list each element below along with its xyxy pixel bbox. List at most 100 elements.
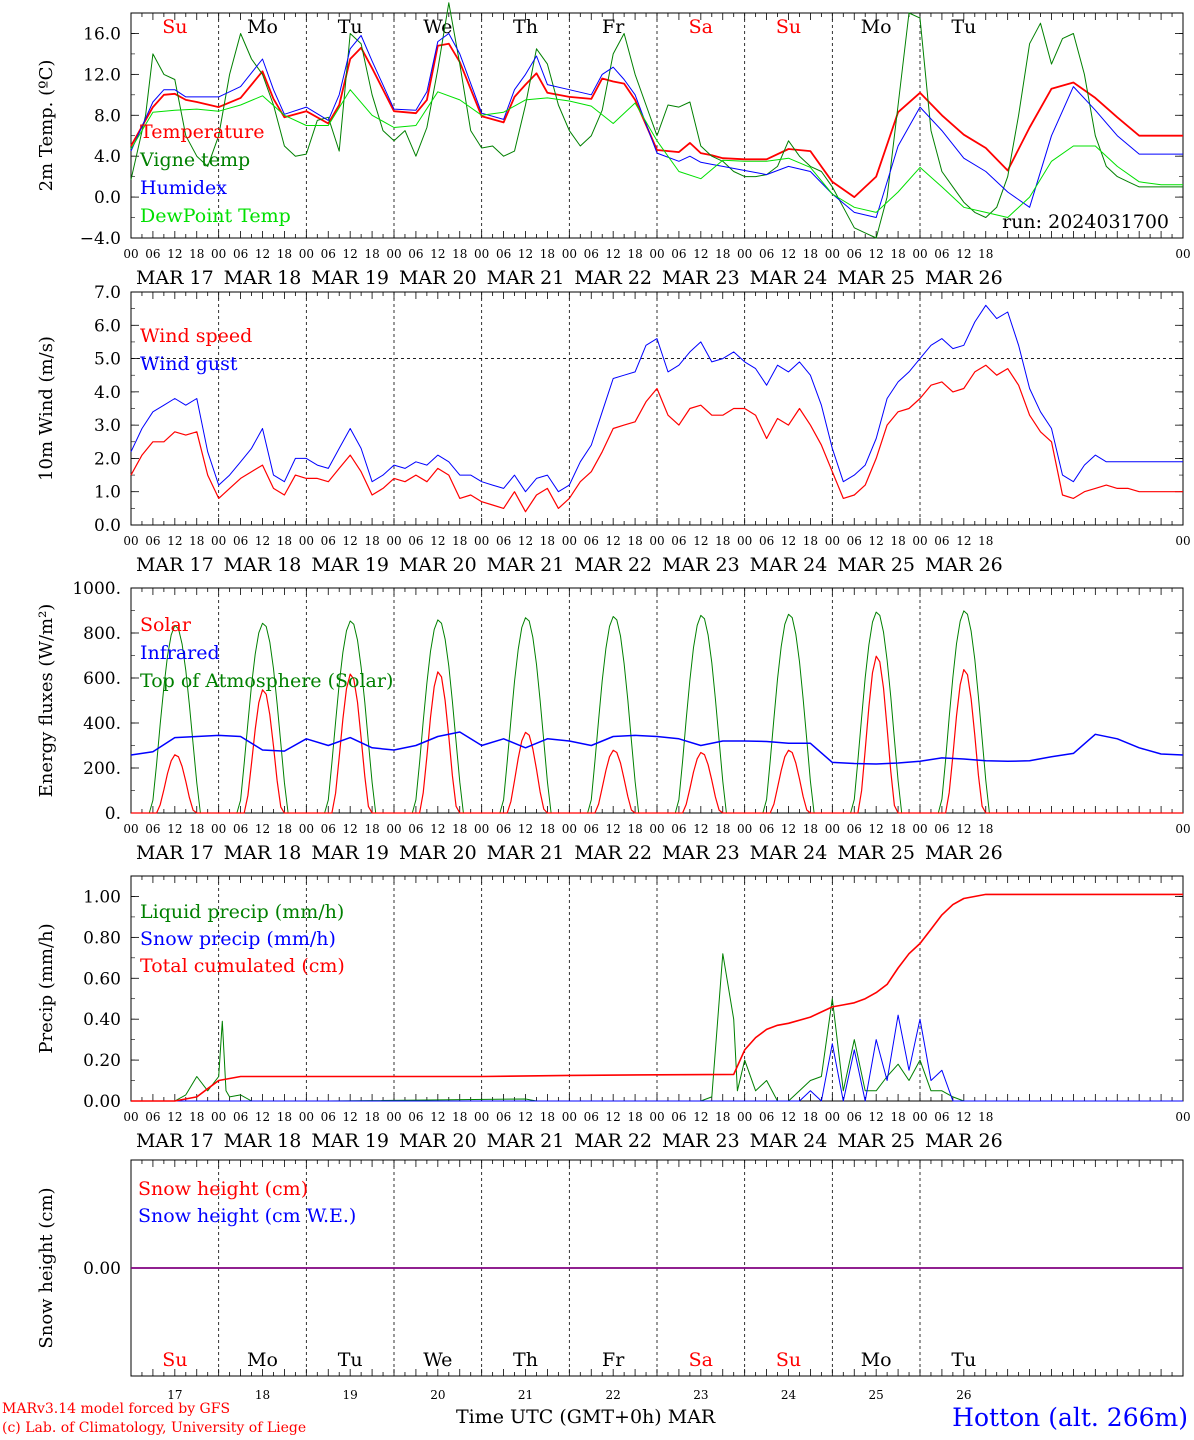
hour-tick-label: 00 [825, 247, 840, 261]
y-axis-label: Snow height (cm) [36, 1187, 57, 1348]
copyright-credit: (c) Lab. of Climatology, University of L… [2, 1420, 307, 1436]
panel-1: 16.0 12.0 8.0 4.0 0.0 −4.0 2m Temp. (ºC) 00 06 12… [36, 2, 1191, 289]
y-axis-label: Precip (mm/h) [36, 923, 57, 1053]
hour-tick-label: 06 [145, 534, 160, 548]
day-letter: Fr [602, 1349, 625, 1371]
hour-tick-label: 12 [693, 534, 708, 548]
hour-tick-label: 00 [562, 1110, 577, 1124]
date-label: MAR 20 [399, 842, 477, 864]
hour-tick-label: 06 [847, 534, 862, 548]
hour-tick-label: 00 [1175, 822, 1190, 836]
legend-entry: Liquid precip (mm/h) [140, 901, 344, 923]
hour-tick-label: 06 [584, 247, 599, 261]
hour-tick-label: 18 [364, 534, 379, 548]
y-tick-label: 7.0 [94, 283, 121, 303]
hour-tick-label: 00 [562, 534, 577, 548]
hour-tick-label: 18 [627, 822, 642, 836]
hour-tick-label: 12 [956, 247, 971, 261]
hour-tick-label: 00 [299, 534, 314, 548]
hour-tick-label: 12 [167, 822, 182, 836]
hour-tick-label: 06 [759, 1110, 774, 1124]
date-label: MAR 26 [925, 267, 1003, 289]
hour-tick-label: 00 [474, 1110, 489, 1124]
hour-tick-label: 00 [649, 1110, 664, 1124]
day-number: 20 [430, 1388, 445, 1402]
date-label: MAR 21 [487, 842, 565, 864]
hour-tick-label: 00 [825, 822, 840, 836]
hour-tick-label: 06 [496, 534, 511, 548]
hour-tick-label: 00 [649, 247, 664, 261]
day-letter: Tu [338, 16, 363, 38]
date-label: MAR 18 [224, 842, 302, 864]
hour-tick-label: 00 [737, 1110, 752, 1124]
series-line [130, 2, 1183, 239]
hour-tick-label: 00 [1175, 534, 1190, 548]
y-tick-label: 4.0 [94, 383, 121, 403]
date-label: MAR 18 [224, 1130, 302, 1152]
hour-tick-label: 18 [715, 1110, 730, 1124]
hour-tick-label: 06 [584, 1110, 599, 1124]
day-letter: We [423, 16, 452, 38]
hour-tick-label: 06 [934, 1110, 949, 1124]
hour-tick-label: 12 [255, 1110, 270, 1124]
hour-tick-label: 12 [167, 534, 182, 548]
date-label: MAR 20 [399, 1130, 477, 1152]
y-tick-label: 16.0 [83, 24, 121, 44]
hour-tick-label: 06 [408, 822, 423, 836]
hour-tick-label: 12 [255, 247, 270, 261]
hour-tick-label: 00 [737, 534, 752, 548]
legend-entry: Top of Atmosphere (Solar) [140, 670, 393, 692]
hour-tick-label: 06 [934, 534, 949, 548]
hour-tick-label: 06 [321, 822, 336, 836]
hour-tick-label: 18 [890, 247, 905, 261]
legend-entry: Temperature [140, 121, 264, 143]
hour-tick-label: 12 [869, 247, 884, 261]
series-line [130, 364, 1183, 513]
y-tick-label: 8.0 [94, 106, 121, 126]
hour-tick-label: 06 [233, 534, 248, 548]
hour-tick-label: 00 [474, 247, 489, 261]
date-label: MAR 17 [136, 1130, 214, 1152]
day-letter: Su [162, 16, 187, 38]
day-letter: Mo [861, 16, 892, 38]
panel-2: 7.0 6.0 5.0 4.0 3.0 2.0 1.0 0.0 10m Wind (m/s) 00… [36, 283, 1191, 576]
hour-tick-label: 12 [430, 1110, 445, 1124]
hour-tick-label: 18 [715, 822, 730, 836]
hour-tick-label: 00 [386, 822, 401, 836]
hour-tick-label: 18 [627, 534, 642, 548]
hour-tick-label: 06 [321, 247, 336, 261]
date-label: MAR 19 [311, 1130, 389, 1152]
hour-tick-label: 12 [255, 534, 270, 548]
hour-tick-label: 12 [606, 534, 621, 548]
hour-tick-label: 06 [759, 247, 774, 261]
legend-entry: Snow height (cm W.E.) [138, 1205, 356, 1227]
hour-tick-label: 00 [299, 247, 314, 261]
day-number: 23 [693, 1388, 708, 1402]
date-label: MAR 25 [837, 554, 915, 576]
date-label: MAR 20 [399, 267, 477, 289]
hour-tick-label: 06 [759, 534, 774, 548]
y-tick-label: 600. [83, 669, 121, 689]
date-label: MAR 19 [311, 554, 389, 576]
hour-tick-label: 00 [299, 1110, 314, 1124]
date-label: MAR 26 [925, 842, 1003, 864]
hour-tick-label: 12 [343, 534, 358, 548]
hour-tick-label: 18 [189, 822, 204, 836]
hour-tick-label: 18 [803, 534, 818, 548]
hour-tick-label: 12 [518, 822, 533, 836]
hour-tick-label: 06 [671, 1110, 686, 1124]
hour-tick-label: 06 [496, 247, 511, 261]
date-label: MAR 18 [224, 554, 302, 576]
y-tick-label: 400. [83, 714, 121, 734]
hour-tick-label: 00 [1175, 1110, 1190, 1124]
day-number: 25 [869, 1388, 884, 1402]
date-label: MAR 25 [837, 267, 915, 289]
day-letter: Mo [861, 1349, 892, 1371]
y-tick-label: 0.40 [83, 1010, 121, 1030]
y-tick-label: −4.0 [80, 229, 121, 249]
legend-entry: Total cumulated (cm) [140, 955, 345, 977]
hour-tick-label: 18 [627, 1110, 642, 1124]
hour-tick-label: 00 [912, 247, 927, 261]
hour-tick-label: 12 [167, 1110, 182, 1124]
series-line [131, 1014, 1183, 1102]
